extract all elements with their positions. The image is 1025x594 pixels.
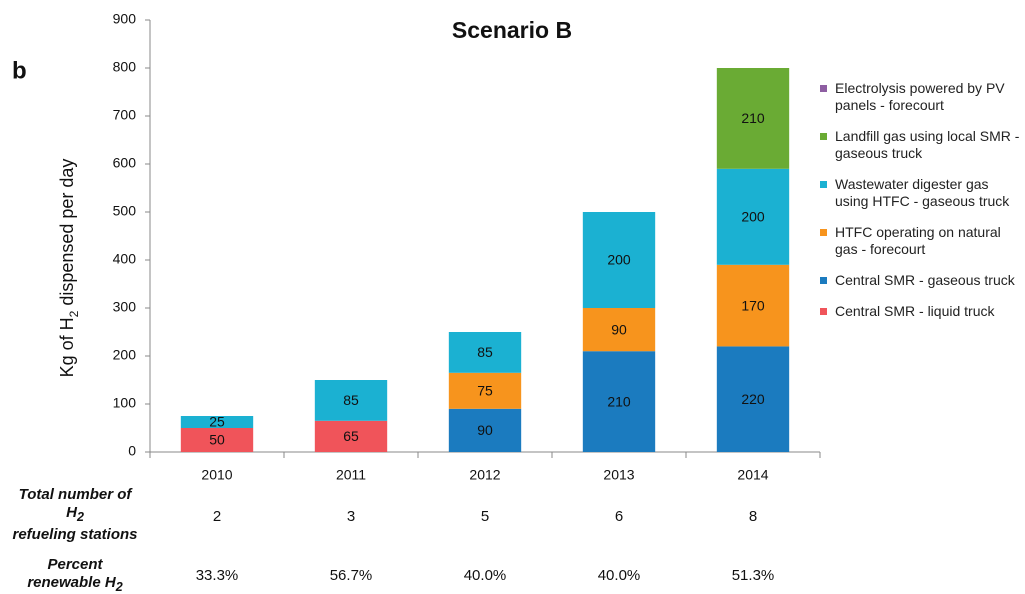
- table-cell: 56.7%: [330, 567, 373, 584]
- legend-item: Central SMR - gaseous truck: [820, 272, 1020, 289]
- data-label: 210: [741, 110, 765, 126]
- data-label: 90: [477, 422, 493, 438]
- legend-item: Electrolysis powered by PV panels - fore…: [820, 80, 1020, 114]
- bar-segment: [180, 416, 254, 428]
- data-label: 210: [607, 393, 631, 409]
- table-cell: 8: [749, 508, 757, 525]
- y-label-sub: 2: [67, 310, 81, 317]
- data-label: 50: [209, 432, 225, 448]
- bar-segment: [448, 408, 522, 452]
- table-cell: 40.0%: [598, 567, 641, 584]
- legend-label: HTFC operating on natural gas - forecour…: [835, 224, 1001, 257]
- legend-label: Central SMR - gaseous truck: [835, 272, 1015, 288]
- bar-segment: [716, 264, 790, 347]
- bar-segment: [180, 428, 254, 452]
- y-label-part: dispensed per day: [57, 159, 77, 311]
- data-label: 85: [343, 392, 359, 408]
- data-label: 200: [741, 209, 765, 225]
- row-label: Total number of H2 refueling stations: [0, 486, 150, 544]
- legend-swatch: [820, 308, 827, 315]
- legend-item: Landfill gas using local SMR - gaseous t…: [820, 128, 1020, 162]
- x-tick-label: 2011: [336, 467, 366, 483]
- y-tick-label: 700: [113, 107, 137, 123]
- bar-segment: [582, 351, 656, 452]
- legend-swatch: [820, 133, 827, 140]
- bar-segment: [314, 420, 388, 452]
- data-label: 65: [343, 428, 359, 444]
- bar-segment: [582, 308, 656, 352]
- x-tick-label: 2012: [469, 467, 500, 483]
- row-label-text: refueling stations: [12, 526, 138, 543]
- x-tick-label: 2013: [603, 467, 634, 483]
- row-label: Percent renewable H2: [0, 556, 150, 594]
- legend-label: Electrolysis powered by PV panels - fore…: [835, 80, 1005, 113]
- data-label: 200: [607, 252, 631, 268]
- chart-title: Scenario B: [452, 17, 572, 43]
- row-label-text: renewable H: [27, 574, 116, 591]
- legend-item: Central SMR - liquid truck: [820, 303, 1020, 320]
- legend: Electrolysis powered by PV panels - fore…: [820, 80, 1020, 334]
- y-tick-label: 0: [128, 443, 136, 459]
- data-label: 85: [477, 344, 493, 360]
- bar-segment: [716, 168, 790, 265]
- table-cell: 5: [481, 508, 489, 525]
- y-axis-label: Kg of H2 dispensed per day: [57, 159, 81, 378]
- panel-label: b: [12, 57, 27, 84]
- table-cell: 33.3%: [196, 567, 239, 584]
- legend-swatch: [820, 229, 827, 236]
- row-label-sub: 2: [115, 580, 123, 594]
- y-label-part: Kg of H: [57, 317, 77, 377]
- legend-swatch: [820, 181, 827, 188]
- table-cell: 3: [347, 508, 355, 525]
- bar-segment: [448, 372, 522, 409]
- y-tick-label: 200: [113, 347, 137, 363]
- legend-label: Wastewater digester gas using HTFC - gas…: [835, 176, 1010, 209]
- legend-item: HTFC operating on natural gas - forecour…: [820, 224, 1020, 258]
- y-tick-label: 500: [113, 203, 137, 219]
- row-label-text: Percent: [47, 556, 103, 573]
- legend-swatch: [820, 85, 827, 92]
- bar-segment: [716, 346, 790, 452]
- data-label: 75: [477, 383, 493, 399]
- legend-label: Landfill gas using local SMR - gaseous t…: [835, 128, 1020, 161]
- y-tick-label: 300: [113, 299, 137, 315]
- data-label: 220: [741, 391, 765, 407]
- y-tick-label: 900: [113, 11, 137, 27]
- y-tick-label: 400: [113, 251, 137, 267]
- bar-segment: [582, 212, 656, 308]
- x-tick-label: 2014: [737, 467, 768, 483]
- bar-segment: [716, 68, 790, 169]
- y-tick-label: 600: [113, 155, 137, 171]
- bar-segment: [448, 332, 522, 373]
- data-label: 25: [209, 414, 225, 430]
- bar-segment: [314, 380, 388, 421]
- table-cell: 6: [615, 508, 623, 525]
- legend-swatch: [820, 277, 827, 284]
- data-label: 90: [611, 321, 627, 337]
- table-cell: 2: [213, 508, 221, 525]
- row-label-text: Total number of: [18, 486, 132, 503]
- table-cell: 40.0%: [464, 567, 507, 584]
- data-label: 170: [741, 297, 765, 313]
- y-tick-label: 100: [113, 395, 137, 411]
- legend-label: Central SMR - liquid truck: [835, 303, 995, 319]
- legend-item: Wastewater digester gas using HTFC - gas…: [820, 176, 1020, 210]
- x-tick-label: 2010: [201, 467, 232, 483]
- row-label-sub: 2: [76, 510, 84, 524]
- table-cell: 51.3%: [732, 567, 775, 584]
- y-tick-label: 800: [113, 59, 137, 75]
- row-label-text: H: [66, 504, 77, 521]
